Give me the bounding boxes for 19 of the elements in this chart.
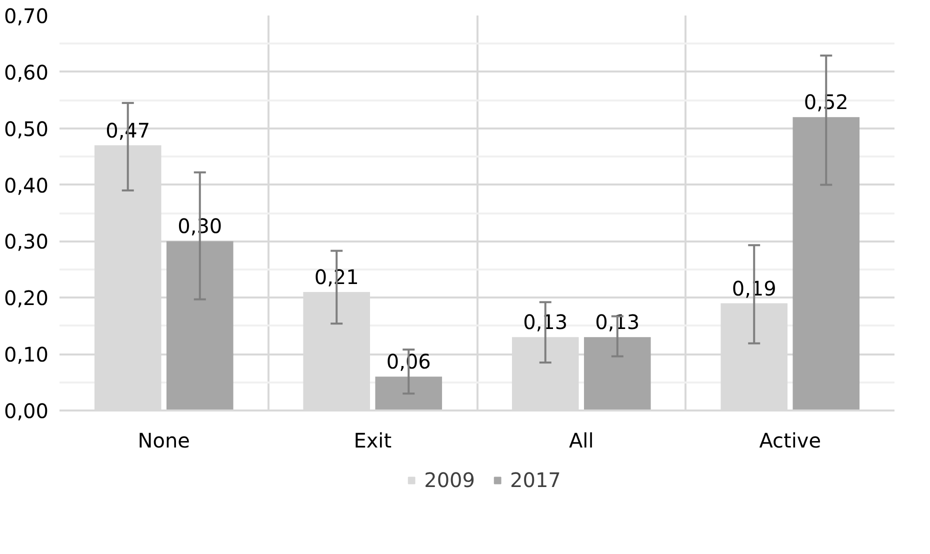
y-tick-label: 0,30 bbox=[4, 230, 48, 254]
legend-label: 2017 bbox=[510, 468, 561, 492]
y-tick-label: 0,20 bbox=[4, 286, 48, 310]
x-tick-label: All bbox=[568, 428, 594, 452]
y-tick-label: 0,50 bbox=[4, 116, 48, 141]
data-label: 0,21 bbox=[314, 265, 359, 289]
data-label: 0,47 bbox=[106, 118, 150, 142]
legend-label: 2009 bbox=[424, 468, 475, 492]
y-tick-label: 0,10 bbox=[4, 342, 48, 367]
data-label: 0,30 bbox=[178, 214, 222, 238]
x-tick-label: Active bbox=[759, 428, 822, 452]
y-tick-label: 0,70 bbox=[4, 4, 48, 28]
x-tick-label: Exit bbox=[354, 428, 392, 452]
data-label: 0,19 bbox=[732, 276, 776, 300]
y-tick-label: 0,40 bbox=[4, 173, 48, 198]
data-label: 0,13 bbox=[523, 310, 568, 334]
x-tick-label: None bbox=[138, 428, 190, 452]
y-tick-label: 0,00 bbox=[4, 399, 48, 423]
y-tick-label: 0,60 bbox=[4, 60, 48, 84]
